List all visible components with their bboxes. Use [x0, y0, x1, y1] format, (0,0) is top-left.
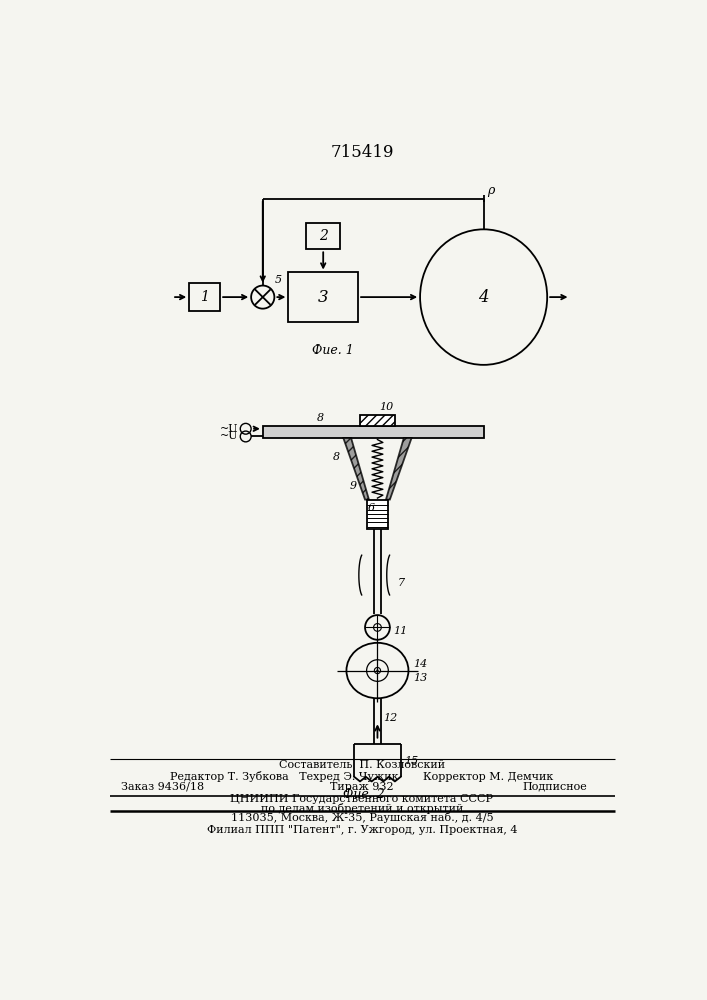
Text: Подписное: Подписное	[522, 782, 587, 792]
Bar	[361, 415, 395, 426]
Text: 11: 11	[393, 626, 407, 636]
Text: 9: 9	[349, 481, 356, 491]
Text: ~U: ~U	[219, 431, 238, 441]
Bar	[263, 426, 484, 438]
Circle shape	[376, 669, 379, 672]
Text: ~U: ~U	[219, 424, 238, 434]
Text: ρ: ρ	[486, 184, 494, 197]
Text: Заказ 9436/18: Заказ 9436/18	[121, 782, 204, 792]
Text: 2: 2	[319, 229, 327, 243]
Text: Редактор Т. Зубкова   Техред Э. Чужик       Корректор М. Демчик: Редактор Т. Зубкова Техред Э. Чужик Корр…	[170, 771, 554, 782]
Polygon shape	[386, 438, 411, 500]
Text: 113035, Москва, Ж-35, Раушская наб., д. 4/5: 113035, Москва, Ж-35, Раушская наб., д. …	[230, 812, 493, 823]
Text: 10: 10	[379, 402, 393, 412]
Bar	[189, 283, 220, 311]
Text: по делам изобретений и открытий: по делам изобретений и открытий	[261, 803, 463, 814]
Text: 7: 7	[397, 578, 404, 588]
Bar	[306, 223, 340, 249]
Text: 6: 6	[367, 503, 374, 513]
Text: 3: 3	[318, 289, 329, 306]
Text: 1: 1	[200, 290, 209, 304]
Text: Тираж 932: Тираж 932	[330, 782, 394, 792]
Text: 4: 4	[479, 289, 489, 306]
Text: Филиал ППП "Патент", г. Ужгород, ул. Проектная, 4: Филиал ППП "Патент", г. Ужгород, ул. Про…	[206, 825, 518, 835]
Bar	[288, 272, 358, 322]
Text: 15: 15	[404, 756, 418, 766]
Text: 8: 8	[317, 413, 325, 423]
Text: Фие. 2: Фие. 2	[343, 788, 385, 801]
Text: 5: 5	[275, 275, 282, 285]
Text: ЦНИИПИ Государственного комитета СССР: ЦНИИПИ Государственного комитета СССР	[230, 794, 493, 804]
Polygon shape	[344, 438, 369, 500]
Text: 13: 13	[413, 673, 427, 683]
Bar	[367, 500, 388, 529]
Text: 14: 14	[413, 659, 427, 669]
Text: 8: 8	[333, 452, 340, 462]
Text: Фие. 1: Фие. 1	[312, 344, 354, 358]
Text: 12: 12	[384, 713, 398, 723]
Text: Составитель  П. Козловский: Составитель П. Козловский	[279, 760, 445, 770]
Text: 715419: 715419	[330, 144, 394, 161]
